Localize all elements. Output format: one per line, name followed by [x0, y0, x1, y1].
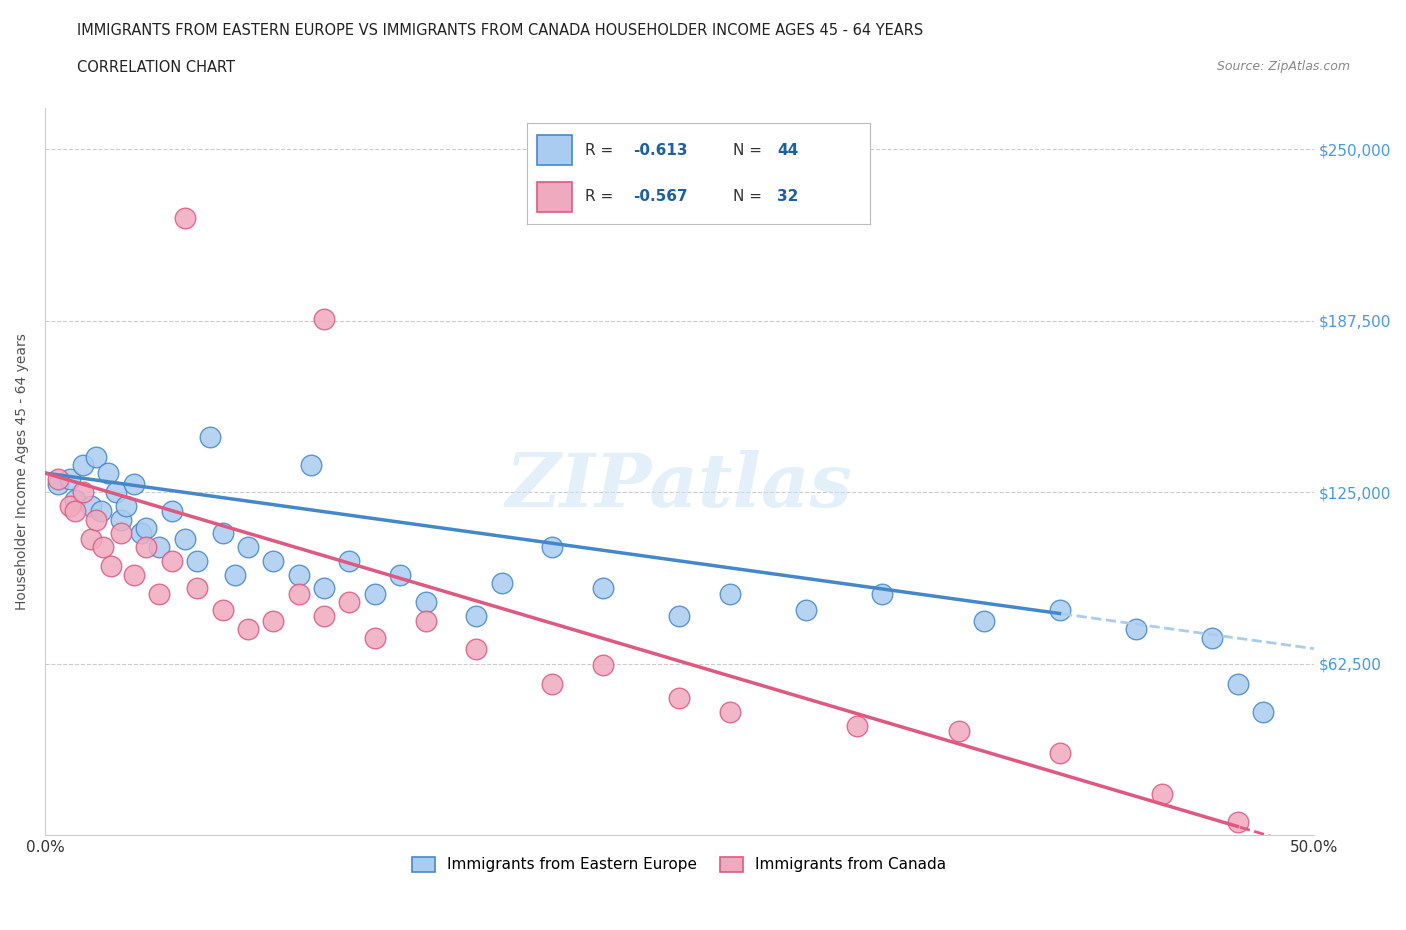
Point [592, 581, 614, 596]
Point [339, 594, 361, 609]
Point [364, 631, 387, 645]
Point [299, 458, 322, 472]
Point [84, 512, 107, 527]
Point [948, 724, 970, 738]
Point [110, 512, 132, 527]
Point [1251, 704, 1274, 719]
Point [846, 718, 869, 733]
Point [148, 586, 170, 601]
Point [415, 594, 437, 609]
Point [262, 553, 284, 568]
Point [90, 504, 112, 519]
Point [173, 531, 195, 546]
Point [1049, 746, 1071, 761]
Point [389, 567, 412, 582]
Point [339, 553, 361, 568]
Point [105, 485, 128, 499]
Point [668, 691, 690, 706]
Point [262, 614, 284, 629]
Y-axis label: Householder Income Ages 45 - 64 years: Householder Income Ages 45 - 64 years [15, 333, 30, 610]
Point [236, 539, 259, 554]
Point [541, 539, 564, 554]
Point [415, 614, 437, 629]
Point [1201, 631, 1223, 645]
Text: Source: ZipAtlas.com: Source: ZipAtlas.com [1216, 60, 1350, 73]
Point [131, 526, 153, 541]
Point [160, 504, 183, 519]
Point [541, 677, 564, 692]
Point [100, 559, 122, 574]
Point [79, 498, 101, 513]
Point [973, 614, 995, 629]
Point [314, 581, 336, 596]
Point [314, 608, 336, 623]
Text: ZIPatlas: ZIPatlas [506, 450, 853, 523]
Point [794, 603, 817, 618]
Point [135, 521, 157, 536]
Point [1049, 603, 1071, 618]
Point [72, 485, 94, 499]
Point [59, 472, 82, 486]
Point [84, 449, 107, 464]
Point [79, 531, 101, 546]
Point [718, 704, 741, 719]
Point [65, 493, 87, 508]
Point [115, 498, 138, 513]
Point [72, 458, 94, 472]
Point [97, 466, 120, 481]
Point [465, 642, 488, 657]
Point [211, 603, 233, 618]
Point [1150, 787, 1173, 802]
Point [465, 608, 488, 623]
Point [1125, 622, 1147, 637]
Point [211, 526, 233, 541]
Point [287, 586, 309, 601]
Point [160, 553, 183, 568]
Point [59, 498, 82, 513]
Point [287, 567, 309, 582]
Point [668, 608, 690, 623]
Point [364, 586, 387, 601]
Point [314, 312, 336, 326]
Point [1226, 677, 1249, 692]
Point [46, 472, 69, 486]
Point [122, 567, 145, 582]
Point [122, 476, 145, 491]
Point [872, 586, 894, 601]
Point [148, 539, 170, 554]
Point [65, 504, 87, 519]
Point [592, 658, 614, 672]
Point [110, 526, 132, 541]
Point [236, 622, 259, 637]
Point [186, 553, 208, 568]
Point [46, 476, 69, 491]
Text: IMMIGRANTS FROM EASTERN EUROPE VS IMMIGRANTS FROM CANADA HOUSEHOLDER INCOME AGES: IMMIGRANTS FROM EASTERN EUROPE VS IMMIGR… [77, 23, 924, 38]
Point [224, 567, 246, 582]
Point [91, 539, 114, 554]
Point [173, 210, 195, 225]
Point [135, 539, 157, 554]
Point [1226, 814, 1249, 829]
Legend: Immigrants from Eastern Europe, Immigrants from Canada: Immigrants from Eastern Europe, Immigran… [406, 851, 953, 879]
Point [718, 586, 741, 601]
Point [198, 430, 221, 445]
Point [186, 581, 208, 596]
Point [491, 576, 513, 591]
Text: CORRELATION CHART: CORRELATION CHART [77, 60, 235, 75]
